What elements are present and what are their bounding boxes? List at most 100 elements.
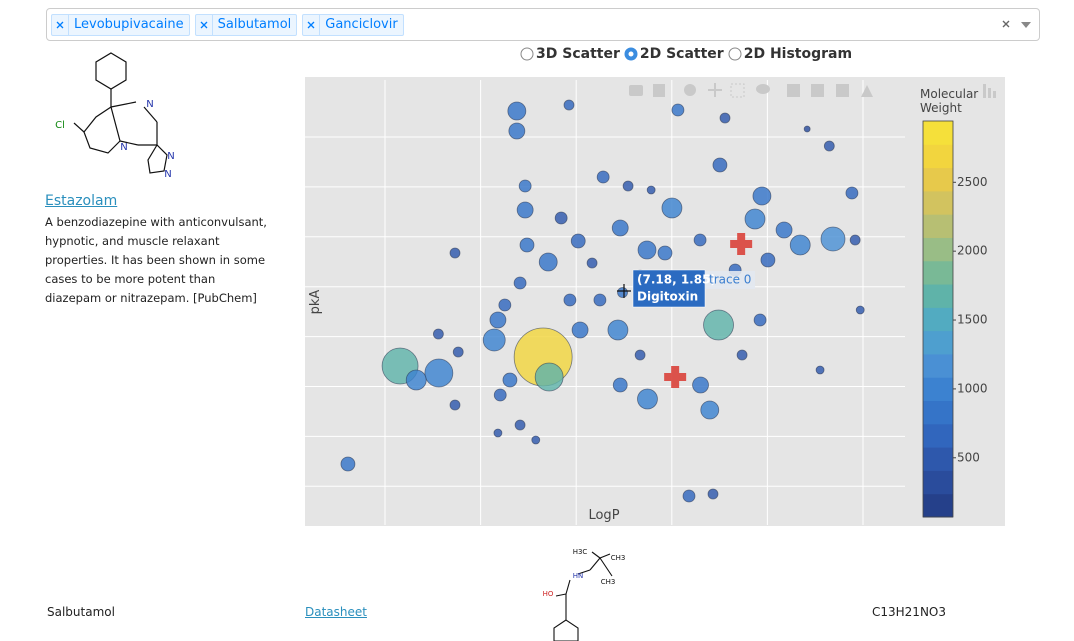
atom-label: N [146, 99, 153, 110]
multi-select[interactable]: Levobupivacaine Salbutamol Ganciclovir [46, 8, 1040, 41]
colorbar-step [923, 447, 953, 471]
radio-circle [728, 47, 742, 61]
scatter-point [514, 419, 526, 431]
colorbar-step [923, 214, 953, 238]
cross-marker [730, 233, 753, 255]
scatter-point [571, 321, 589, 339]
scatter-point [693, 233, 707, 247]
colorbar-step [923, 307, 953, 332]
scatter-point [637, 240, 657, 260]
tag-remove[interactable] [52, 14, 69, 35]
tag-label: Levobupivacaine [74, 16, 184, 32]
scatter-point [712, 157, 728, 173]
scatter-point [671, 103, 685, 117]
scatter-point [516, 201, 534, 219]
tag[interactable]: Ganciclovir [302, 13, 404, 36]
scatter-point [637, 388, 658, 410]
radio-group: 3D Scatter 2D Scatter 2D Histogram [520, 46, 854, 62]
drug-link[interactable]: Estazolam [45, 193, 118, 209]
radio-button[interactable] [520, 47, 534, 61]
x-axis-label: LogP [588, 508, 619, 523]
scatter-point [736, 349, 748, 361]
scatter-point [340, 456, 356, 472]
atom-label: HN [573, 572, 584, 580]
scatter-point [531, 435, 541, 445]
scatter-point [617, 287, 628, 298]
radio-option[interactable]: 2D Scatter [624, 46, 724, 62]
colorbar-title: Molecular Weight [920, 87, 979, 115]
colorbar-step [923, 260, 953, 285]
scatter-point [452, 346, 464, 358]
scatter-point [508, 122, 526, 140]
colorbar-step [923, 377, 953, 402]
scatter-point [719, 112, 731, 124]
scatter-point [563, 99, 575, 111]
scatter-point [753, 313, 767, 327]
tag-remove[interactable] [196, 14, 213, 35]
hover-box [632, 269, 706, 308]
colorbar-step [923, 144, 953, 169]
datasheet-link[interactable]: Datasheet [305, 605, 367, 619]
scatter-point [554, 211, 568, 225]
scatter-point [845, 186, 859, 200]
scatter-point [489, 311, 507, 329]
radio-option[interactable]: 2D Histogram [728, 46, 852, 62]
radio-option[interactable]: 3D Scatter [520, 46, 620, 62]
scatter-point [692, 376, 709, 394]
scatter-point [612, 377, 628, 393]
atom-label: CH3 [611, 554, 626, 562]
molecule: H3C CH3 CH3 HN HO [543, 548, 626, 641]
colorbar-tick-label: 2500 [957, 175, 988, 189]
remove-icon [56, 21, 64, 28]
radio-button[interactable] [624, 47, 638, 61]
scatter-point [449, 399, 461, 411]
scatter-point [855, 305, 865, 315]
colorbar-step [923, 353, 953, 378]
scatter-point [849, 234, 861, 246]
tag[interactable]: Salbutamol [194, 13, 298, 36]
icon [200, 21, 208, 28]
radio-circle [520, 47, 534, 61]
scatter-point [815, 365, 825, 375]
tag-label: Salbutamol [217, 16, 292, 32]
hover-trace-box [705, 271, 755, 289]
colorbar-tick-label: 2000 [957, 244, 988, 258]
scatter-point [646, 185, 656, 195]
radio-button[interactable] [728, 47, 742, 61]
colorbar-step [923, 423, 953, 448]
atom-label: N [167, 151, 174, 162]
scatter-point [538, 252, 558, 272]
colorbar-step [923, 167, 953, 192]
colorbar-tick-label: 500 [957, 450, 980, 464]
tag[interactable]: Levobupivacaine [51, 13, 190, 36]
hover-coords: (7.18, 1.85) [637, 273, 716, 287]
scatter-point [700, 400, 720, 420]
cross-marker [664, 366, 687, 388]
scatter-point [682, 489, 696, 503]
table-cell: Salbutamol [47, 605, 115, 619]
remove-icon [200, 21, 208, 28]
icon [56, 21, 64, 28]
colorbar-step [923, 470, 953, 495]
scatter-point [482, 328, 506, 352]
tag-remove[interactable] [303, 14, 321, 35]
scatter-point [519, 237, 535, 253]
colorbar-tick-label: 1500 [957, 313, 988, 327]
y-axis-label: pkA [308, 290, 323, 315]
scatter-point [611, 219, 629, 237]
atom-label: N [120, 142, 127, 153]
colorbar-step [923, 237, 953, 262]
scatter-point [498, 298, 512, 312]
colorbar-frame [922, 120, 954, 518]
select-controls[interactable] [1000, 16, 1036, 34]
atom-label: CH3 [601, 578, 616, 586]
scatter-point [405, 369, 427, 391]
scatter-point [586, 257, 598, 269]
colorbar-tick-label: 1000 [957, 381, 988, 395]
scatter-point [703, 309, 734, 341]
scatter-point [596, 170, 610, 184]
table-cell: C13H21NO3 [872, 605, 946, 619]
scatter-point [657, 245, 673, 261]
scatter-point [518, 179, 532, 193]
